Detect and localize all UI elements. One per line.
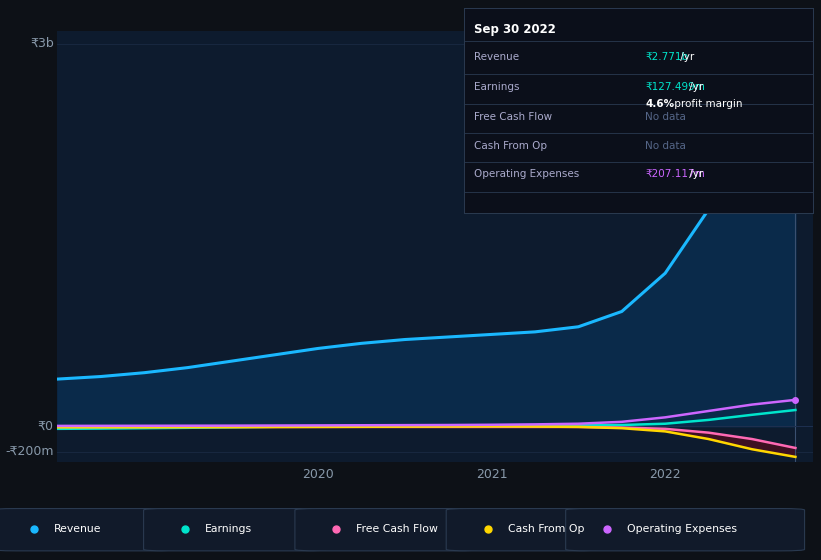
Text: Operating Expenses: Operating Expenses bbox=[475, 169, 580, 179]
Text: No data: No data bbox=[645, 112, 686, 122]
Text: Sep 30 2022: Sep 30 2022 bbox=[475, 23, 556, 36]
Text: Cash From Op: Cash From Op bbox=[507, 524, 584, 534]
Text: No data: No data bbox=[645, 141, 686, 151]
Text: ₹0: ₹0 bbox=[38, 420, 53, 433]
Text: ₹2.771b: ₹2.771b bbox=[645, 52, 689, 62]
FancyBboxPatch shape bbox=[295, 508, 478, 551]
Text: profit margin: profit margin bbox=[672, 100, 743, 109]
Text: Revenue: Revenue bbox=[475, 52, 520, 62]
Text: 4.6%: 4.6% bbox=[645, 100, 674, 109]
Text: ₹3b: ₹3b bbox=[30, 37, 53, 50]
Text: Earnings: Earnings bbox=[475, 82, 520, 92]
Text: Free Cash Flow: Free Cash Flow bbox=[356, 524, 438, 534]
Text: Operating Expenses: Operating Expenses bbox=[627, 524, 737, 534]
Text: /yr: /yr bbox=[686, 82, 704, 92]
Text: ₹207.117m: ₹207.117m bbox=[645, 169, 705, 179]
Text: ₹127.499m: ₹127.499m bbox=[645, 82, 705, 92]
FancyBboxPatch shape bbox=[0, 508, 176, 551]
FancyBboxPatch shape bbox=[144, 508, 327, 551]
Text: Cash From Op: Cash From Op bbox=[475, 141, 548, 151]
Text: /yr: /yr bbox=[686, 169, 704, 179]
Text: Revenue: Revenue bbox=[53, 524, 101, 534]
Text: -₹200m: -₹200m bbox=[5, 445, 53, 458]
Text: /yr: /yr bbox=[677, 52, 695, 62]
FancyBboxPatch shape bbox=[566, 508, 805, 551]
Text: Earnings: Earnings bbox=[205, 524, 252, 534]
FancyBboxPatch shape bbox=[446, 508, 598, 551]
Text: Free Cash Flow: Free Cash Flow bbox=[475, 112, 553, 122]
